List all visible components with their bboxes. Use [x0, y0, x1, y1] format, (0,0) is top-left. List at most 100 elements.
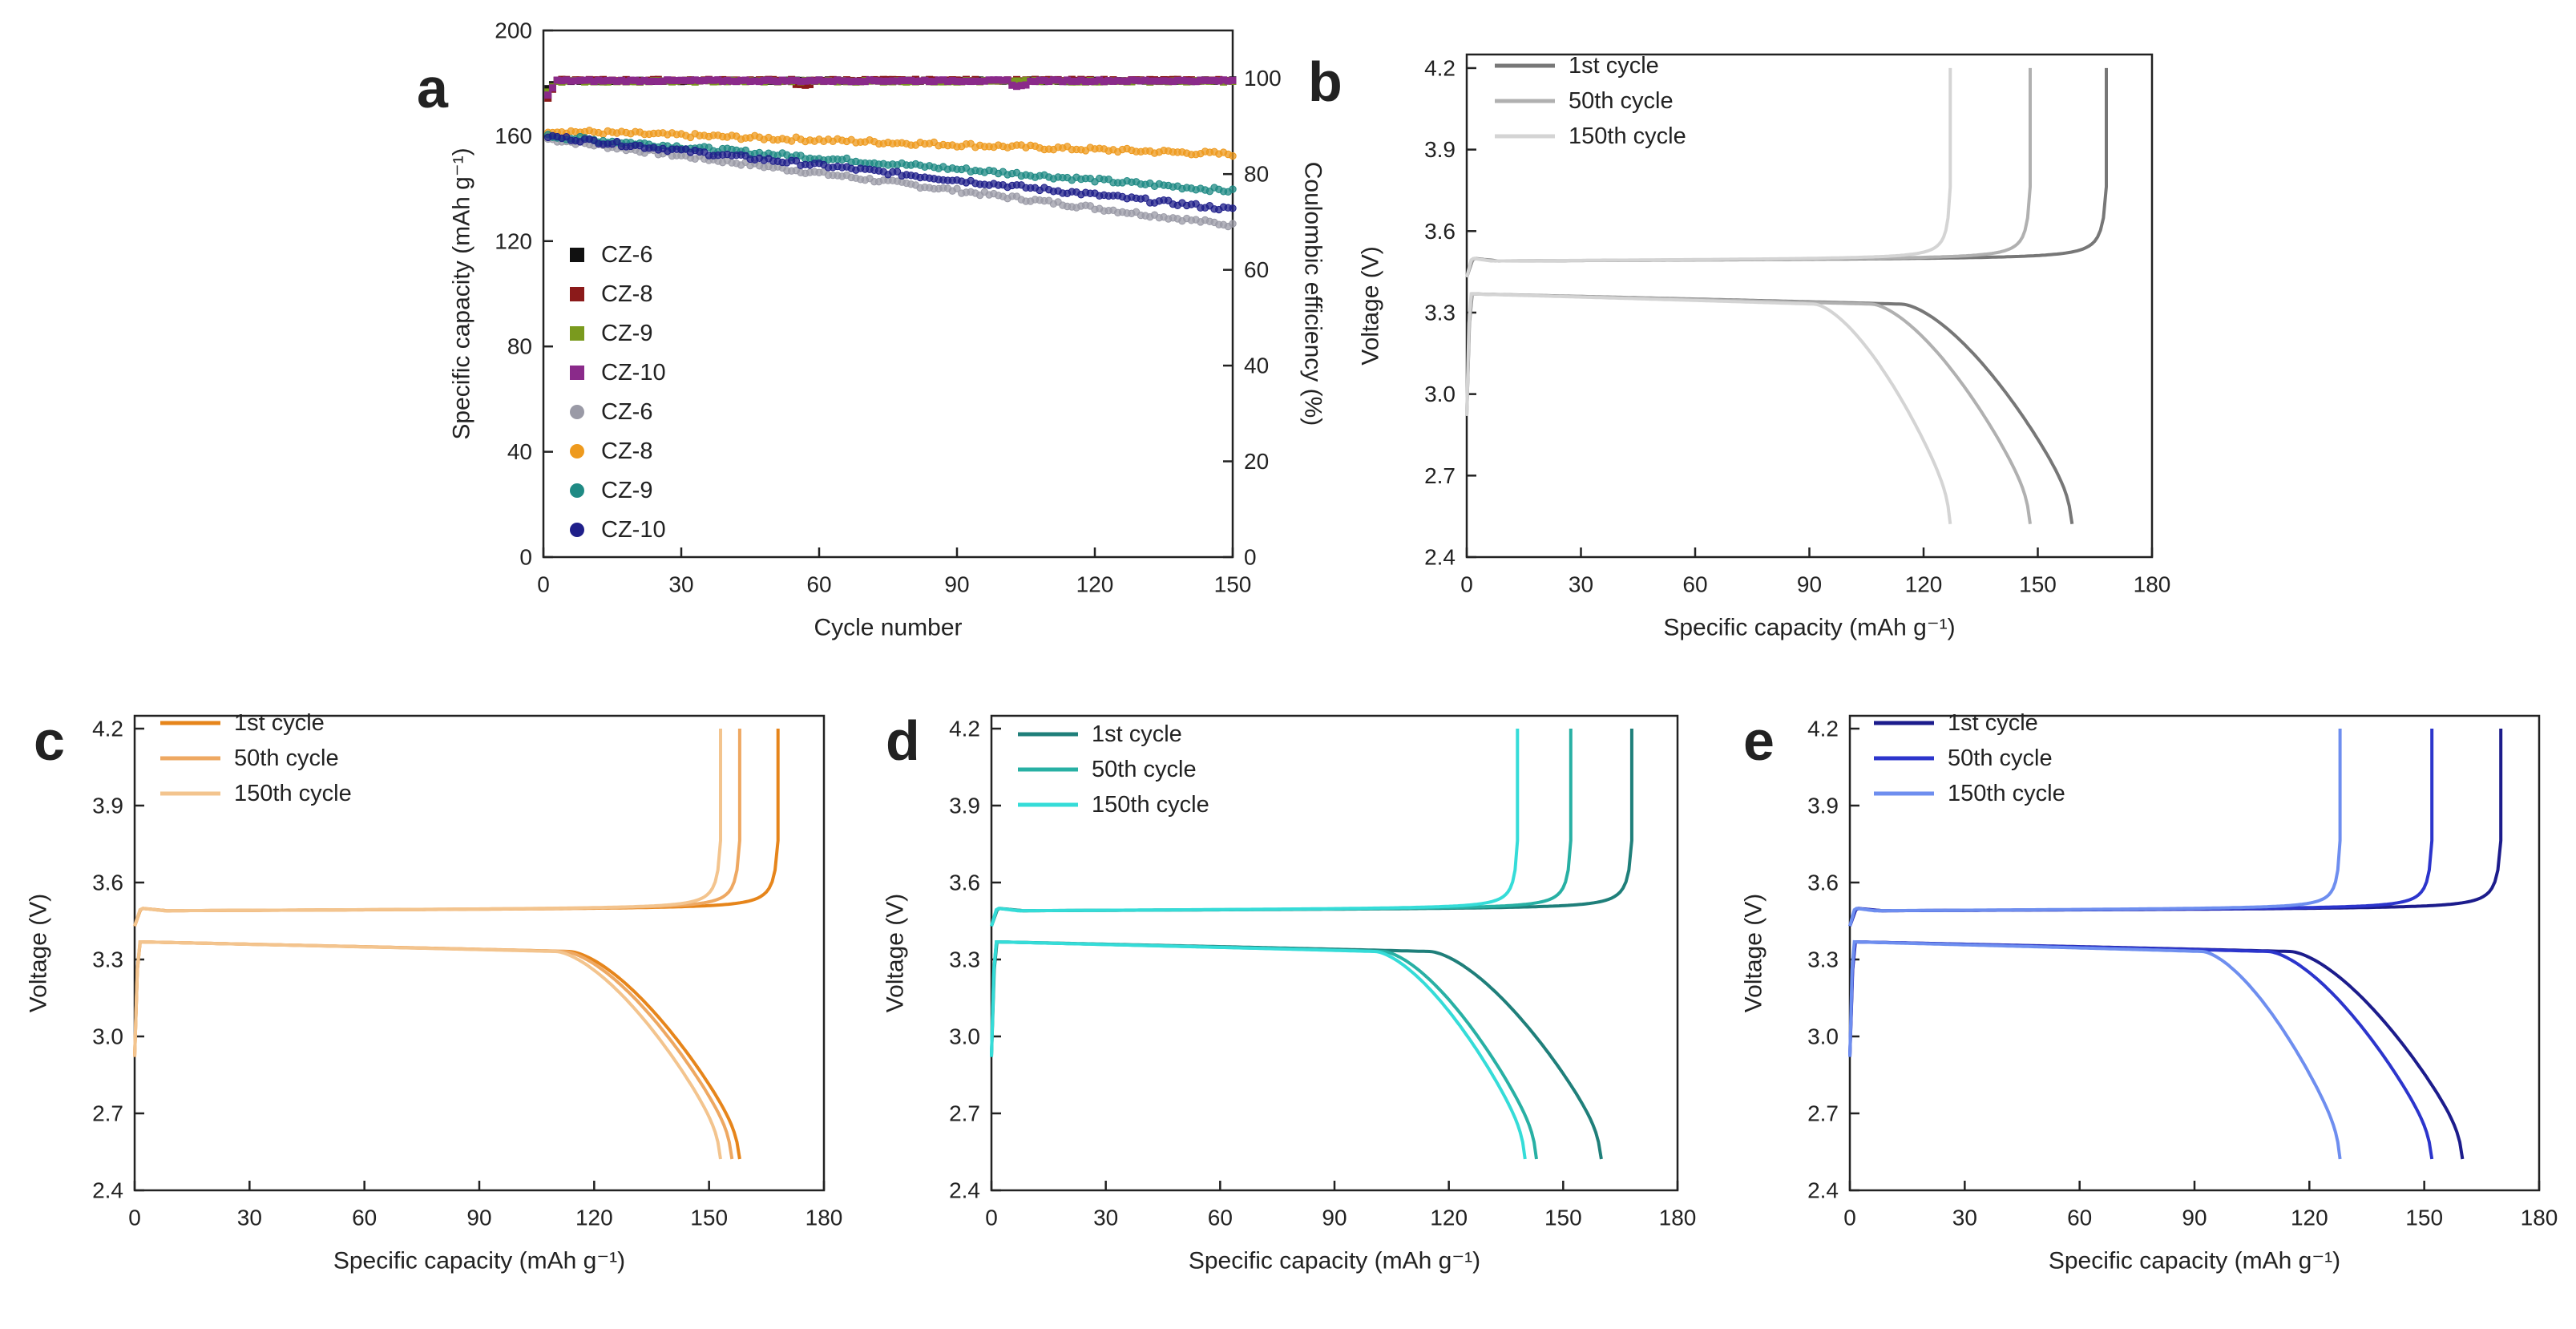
data-point	[783, 77, 791, 85]
legend-label: CZ-8	[601, 438, 652, 464]
y-tick-label: 3.0	[949, 1024, 980, 1049]
data-point	[1118, 77, 1126, 85]
legend-marker	[570, 483, 584, 498]
x-tick-label: 0	[537, 572, 550, 597]
discharge-curve	[990, 939, 1527, 1160]
y-tick-label: 40	[507, 439, 532, 464]
y-tick-label: 2.4	[1807, 1178, 1839, 1203]
data-point	[1151, 77, 1159, 85]
plot-frame	[990, 714, 1679, 1192]
data-point	[709, 76, 717, 84]
data-point	[1128, 76, 1136, 84]
data-point	[769, 77, 777, 85]
x-axis-label: Specific capacity (mAh g⁻¹)	[2049, 1248, 2340, 1274]
data-point	[1183, 77, 1191, 85]
x-tick-label: 30	[1952, 1206, 1977, 1230]
y-tick-label: 3.0	[1424, 382, 1456, 406]
y-tick-label: 80	[507, 334, 532, 359]
legend-label: CZ-9	[601, 478, 652, 503]
data-point	[879, 77, 887, 85]
charge-curve	[1848, 729, 2342, 927]
legend-label: CZ-6	[601, 242, 652, 268]
panel-letter-a: a	[417, 57, 449, 119]
x-tick-label: 60	[1682, 572, 1707, 597]
y-tick-label: 3.3	[92, 947, 123, 972]
x-tick-label: 60	[1208, 1206, 1233, 1230]
data-point	[1054, 76, 1062, 84]
panel-letter-d: d	[886, 709, 920, 772]
x-tick-label: 60	[352, 1206, 377, 1230]
data-point	[893, 168, 902, 176]
data-point	[1091, 77, 1099, 85]
data-point	[921, 76, 929, 84]
data-point	[558, 77, 566, 85]
legend-marker	[570, 523, 584, 537]
data-point	[935, 76, 943, 84]
data-point	[544, 91, 552, 99]
panel-b: b 0 30 60 90 120 150 180 2.4 2.7 3.0 3.3 3.6 3.9 4.2 Sp…	[1308, 50, 2170, 641]
data-point	[1068, 77, 1076, 85]
data-point	[548, 84, 556, 92]
data-point	[1059, 78, 1067, 86]
y-tick-label: 3.6	[1424, 219, 1456, 244]
data-point	[1008, 81, 1016, 89]
data-point	[746, 78, 754, 86]
data-point	[751, 77, 759, 85]
data-point	[677, 76, 685, 84]
x-tick-label: 120	[2291, 1206, 2328, 1230]
y-axis-label: Specific capacity (mAh g⁻¹)	[449, 147, 475, 439]
data-point	[838, 77, 846, 85]
data-point	[590, 78, 598, 86]
data-point	[1155, 77, 1163, 85]
y2-tick-label: 20	[1244, 449, 1269, 474]
data-point	[604, 76, 612, 84]
data-point	[980, 77, 988, 85]
data-point	[773, 78, 781, 86]
legend: 1st cycle 50th cycle 150th cycle	[160, 710, 352, 806]
legend-label: 1st cycle	[234, 710, 325, 736]
data-point	[640, 76, 648, 84]
x-tick-label: 120	[1430, 1206, 1468, 1230]
x-axis-label: Specific capacity (mAh g⁻¹)	[1189, 1248, 1480, 1274]
x-tick-label: 120	[1905, 572, 1943, 597]
data-point	[714, 76, 722, 84]
data-point	[1229, 76, 1237, 84]
panel-e: e 0 30 60 90 120 150 180 2.4 2.7 3.0 3.3 3.6 3.9 4.2 Sp…	[1741, 709, 2558, 1274]
x-tick-label: 180	[2521, 1206, 2558, 1230]
data-point	[889, 77, 897, 85]
x-tick-label: 0	[1460, 572, 1473, 597]
y-tick-label: 4.2	[1807, 717, 1839, 741]
data-point	[857, 78, 865, 86]
data-point	[875, 77, 883, 85]
x-tick-label: 30	[1569, 572, 1593, 597]
data-point	[926, 78, 934, 86]
data-point	[617, 76, 625, 84]
data-point	[636, 78, 644, 86]
legend: CZ-6 CZ-8 CZ-9 CZ-10 CZ-6 CZ-8 CZ-9 CZ-10	[570, 242, 666, 543]
panel-letter-b: b	[1308, 50, 1343, 113]
data-point	[691, 76, 699, 84]
data-point	[563, 76, 571, 84]
y-tick-label: 3.9	[949, 794, 980, 818]
discharge-curve	[990, 939, 1603, 1160]
data-point	[741, 76, 749, 84]
legend-label: 150th cycle	[1948, 781, 2065, 806]
data-point	[1210, 76, 1218, 84]
data-point	[1040, 76, 1048, 84]
data-point	[701, 77, 709, 85]
data-point	[733, 78, 741, 86]
x-tick-label: 150	[2019, 572, 2057, 597]
data-point	[1096, 76, 1104, 84]
data-point	[1104, 77, 1112, 85]
data-point	[792, 77, 800, 85]
data-point	[893, 77, 901, 85]
data-point	[664, 76, 672, 84]
data-point	[962, 77, 970, 85]
data-point	[1017, 82, 1025, 90]
data-point	[668, 76, 676, 84]
data-point	[723, 76, 731, 84]
charge-curve	[133, 729, 722, 927]
x-tick-label: 90	[944, 572, 969, 597]
data-point	[1220, 76, 1228, 84]
y-tick-label: 3.3	[1807, 947, 1839, 972]
